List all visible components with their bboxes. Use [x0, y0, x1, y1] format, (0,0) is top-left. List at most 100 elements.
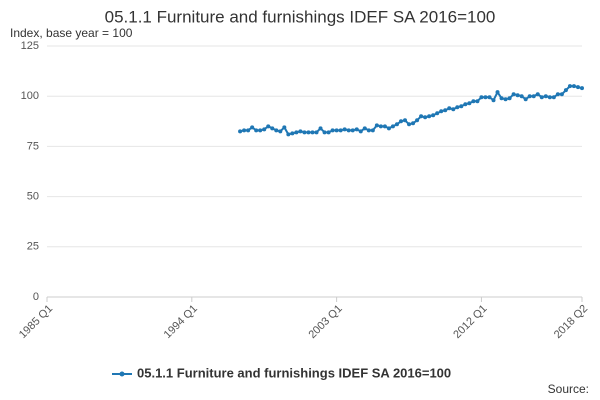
point: [571, 84, 576, 89]
point: [366, 128, 371, 133]
point: [555, 92, 560, 97]
point: [338, 128, 343, 133]
series-line: [239, 85, 583, 136]
point: [503, 97, 508, 102]
y-tick-label: 75: [27, 140, 39, 152]
point: [491, 98, 496, 103]
point: [527, 94, 532, 99]
point: [398, 119, 403, 124]
point: [262, 127, 267, 132]
point: [439, 109, 444, 114]
point: [559, 92, 564, 97]
point: [318, 126, 323, 131]
point: [531, 94, 536, 99]
point: [314, 130, 319, 135]
point: [535, 92, 540, 97]
point: [362, 126, 367, 131]
point: [463, 102, 468, 107]
point: [342, 127, 347, 132]
point: [495, 90, 500, 95]
point: [515, 93, 520, 98]
point: [547, 95, 552, 100]
point: [294, 130, 299, 135]
point: [471, 99, 476, 104]
point: [290, 131, 295, 136]
point: [322, 130, 327, 135]
point: [419, 114, 424, 119]
point: [334, 128, 339, 133]
point: [238, 129, 243, 134]
y-tick-label: 0: [33, 291, 39, 303]
point: [382, 124, 387, 129]
point: [278, 129, 283, 134]
y-tick-label: 100: [21, 90, 39, 102]
point: [539, 95, 544, 100]
x-tick-label: 2003 Q1: [306, 303, 344, 341]
point: [286, 132, 291, 137]
point: [407, 122, 412, 127]
point: [519, 94, 524, 99]
point: [475, 99, 480, 104]
point: [310, 130, 315, 135]
chart-title: 05.1.1 Furniture and furnishings IDEF SA…: [105, 7, 496, 26]
point: [483, 95, 488, 100]
point: [298, 129, 303, 134]
point: [511, 92, 516, 97]
legend-marker: [119, 371, 125, 377]
point: [451, 107, 456, 112]
point: [507, 96, 512, 101]
point: [499, 96, 504, 101]
point: [274, 128, 279, 133]
point: [423, 115, 428, 120]
point: [370, 128, 375, 133]
point: [479, 95, 484, 100]
point: [403, 118, 408, 123]
point: [390, 124, 395, 129]
x-tick-label: 1994 Q1: [162, 303, 200, 341]
point: [354, 127, 359, 132]
point: [330, 128, 335, 133]
point: [386, 126, 391, 131]
point: [270, 126, 275, 131]
point: [326, 130, 331, 135]
point: [563, 88, 568, 93]
point: [306, 130, 311, 135]
point: [266, 124, 271, 129]
point: [358, 129, 363, 134]
point: [302, 130, 307, 135]
point: [467, 101, 472, 106]
point: [567, 84, 572, 89]
point: [242, 128, 247, 133]
point: [282, 125, 287, 130]
y-tick-label: 50: [27, 191, 39, 203]
point: [250, 125, 255, 130]
point: [447, 106, 452, 111]
point: [580, 86, 584, 91]
y-tick-label: 25: [27, 241, 39, 253]
point: [435, 111, 440, 116]
point: [443, 108, 448, 113]
x-tick-label: 1985 Q1: [17, 303, 55, 341]
source: Source:: [548, 382, 589, 396]
point: [254, 128, 259, 133]
point: [374, 123, 379, 128]
point: [346, 128, 351, 133]
point: [246, 128, 251, 133]
y-tick-label: 125: [21, 40, 39, 52]
point: [523, 97, 528, 102]
point: [427, 114, 432, 119]
point: [459, 104, 464, 109]
point: [415, 118, 420, 123]
point: [551, 95, 556, 100]
point: [378, 124, 383, 129]
legend-label: 05.1.1 Furniture and furnishings IDEF SA…: [137, 365, 451, 380]
point: [543, 94, 548, 99]
point: [455, 105, 460, 110]
chart-subtitle: Index, base year = 100: [10, 26, 133, 40]
point: [394, 122, 399, 127]
point: [487, 95, 492, 100]
point: [258, 128, 263, 133]
x-tick-label: 2018 Q2: [552, 303, 590, 341]
